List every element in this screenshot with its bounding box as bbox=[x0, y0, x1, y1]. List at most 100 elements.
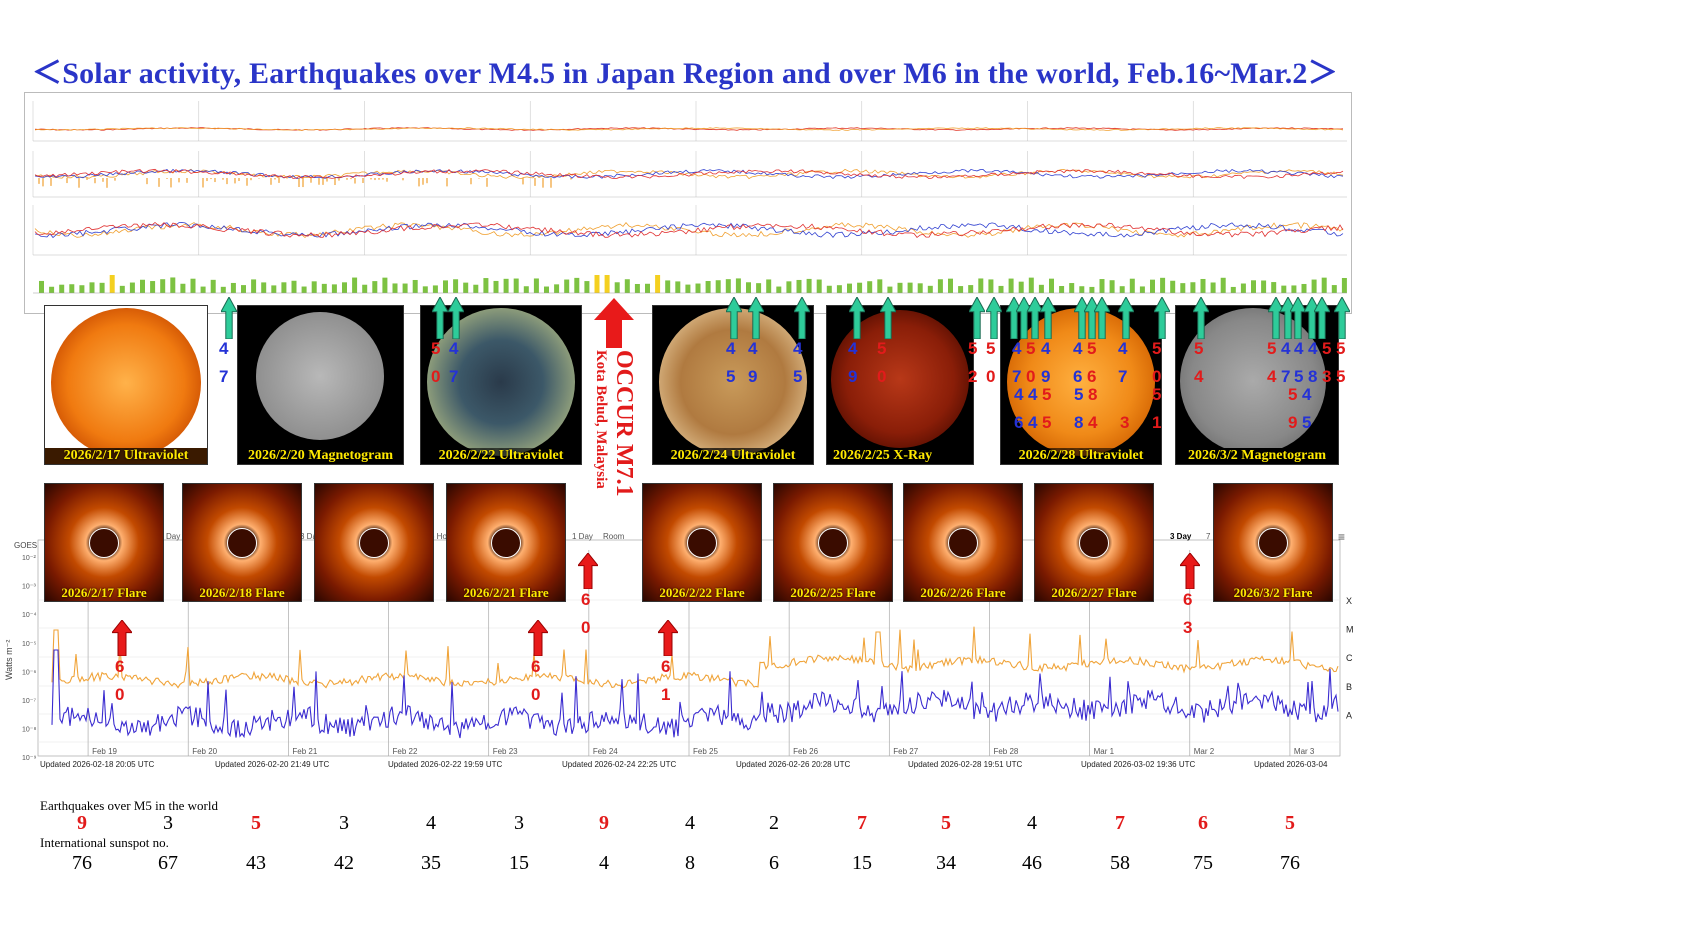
kp-bar bbox=[1240, 283, 1246, 293]
japan-quake-mag-int: 5 bbox=[1336, 339, 1346, 358]
up-arrow-icon bbox=[1193, 297, 1209, 339]
xray-x-tick: Feb 21 bbox=[292, 747, 317, 756]
flare-image: 2026/3/2 Flare bbox=[1213, 483, 1333, 602]
kp-bar bbox=[1018, 281, 1024, 293]
kp-bar bbox=[1261, 280, 1267, 293]
world-quake-count: 2 bbox=[769, 812, 779, 834]
japan-quake-mag-dec: 0 bbox=[431, 367, 441, 386]
japan-quake-mag-int: 5 bbox=[1267, 339, 1277, 358]
kp-bar bbox=[453, 279, 459, 293]
kp-bar bbox=[1301, 283, 1307, 293]
flare-caption: 2026/2/18 Flare bbox=[199, 585, 285, 600]
kp-bar bbox=[463, 282, 469, 293]
kp-bar bbox=[1251, 280, 1256, 293]
kp-bar bbox=[645, 283, 650, 293]
xray-x-tick: Mar 2 bbox=[1194, 747, 1215, 756]
xray-x-tick: Mar 3 bbox=[1294, 747, 1315, 756]
menu-icon[interactable]: ≡ bbox=[1338, 530, 1345, 544]
japan-quake-extra-digit: 9 bbox=[1288, 413, 1298, 432]
plot-series-line bbox=[34, 221, 1344, 238]
occulter-ring bbox=[948, 528, 978, 558]
kp-bar bbox=[49, 286, 55, 293]
kp-bar bbox=[1089, 286, 1095, 293]
kp-bar bbox=[715, 280, 721, 293]
kp-bar bbox=[695, 283, 701, 293]
kp-bar bbox=[877, 279, 883, 293]
kp-bar bbox=[321, 283, 327, 293]
sunspot-number: 76 bbox=[72, 852, 92, 874]
japan-quake-mag-dec: 5 bbox=[1294, 367, 1304, 386]
kp-bar bbox=[1200, 278, 1206, 293]
world-quake-mag-int: 6 bbox=[115, 657, 125, 676]
flare-image: 2026/2/22 Flare bbox=[642, 483, 762, 602]
kp-bar bbox=[1210, 282, 1216, 293]
kp-bar bbox=[402, 283, 408, 293]
update-timestamp: Updated 2026-02-28 19:51 UTC bbox=[908, 760, 1023, 769]
xray-class-label: X bbox=[1346, 596, 1352, 606]
kp-bar bbox=[271, 285, 277, 293]
solar-image-caption: 2026/2/25 X-Ray bbox=[827, 448, 973, 464]
kp-bar bbox=[39, 280, 44, 293]
occulter-ring bbox=[359, 528, 389, 558]
japan-quake-extra-digit: 8 bbox=[1074, 413, 1084, 432]
world-quake-count: 3 bbox=[163, 812, 173, 834]
japan-quake-mag-int: 4 bbox=[1073, 339, 1083, 358]
japan-quake-mag-int: 5 bbox=[1194, 339, 1204, 358]
chart-range-tab[interactable]: 3 Day bbox=[1170, 532, 1192, 541]
japan-quake-mag-int: 4 bbox=[1118, 339, 1128, 358]
update-timestamp: Updated 2026-03-02 19:36 UTC bbox=[1081, 760, 1196, 769]
kp-bar bbox=[230, 282, 236, 293]
up-arrow-icon bbox=[849, 297, 865, 339]
kp-bar bbox=[311, 281, 317, 293]
sunspot-number: 76 bbox=[1280, 852, 1300, 874]
xray-y-tick: 10⁻⁴ bbox=[22, 612, 37, 619]
japan-quake-extra-digit: 3 bbox=[1120, 413, 1130, 432]
japan-quake-mag-dec: 6 bbox=[1073, 367, 1083, 386]
chart-range-tab[interactable]: 3 Day bbox=[300, 532, 321, 541]
kp-bar bbox=[281, 282, 287, 293]
kp-bar bbox=[220, 286, 226, 293]
world-quake-mag-dec: 3 bbox=[1183, 618, 1193, 637]
kp-bar bbox=[342, 282, 347, 293]
kp-bar bbox=[776, 286, 782, 293]
update-timestamp: Updated 2026-02-24 22:25 UTC bbox=[562, 760, 677, 769]
plot-series-line bbox=[34, 127, 1344, 131]
japan-quake-mag-dec: 5 bbox=[793, 367, 803, 386]
chart-range-tab[interactable]: 1 Day bbox=[572, 532, 593, 541]
kp-bar bbox=[412, 279, 418, 293]
japan-quake-mag-int: 4 bbox=[1012, 339, 1022, 358]
kp-bar bbox=[89, 282, 95, 293]
japan-quake-mag-dec: 9 bbox=[748, 367, 758, 386]
flare-caption: 2026/2/22 Flare bbox=[659, 585, 745, 600]
xray-x-tick: Feb 27 bbox=[893, 747, 918, 756]
chart-range-tab[interactable]: Day bbox=[166, 532, 180, 541]
flare-image: 2026/2/21 Flare bbox=[446, 483, 566, 602]
chart-range-tab[interactable]: 6 Hour bbox=[430, 532, 454, 541]
xray-y-tick: 10⁻⁸ bbox=[22, 727, 36, 734]
xray-x-tick: Feb 19 bbox=[92, 747, 117, 756]
kp-bar bbox=[533, 278, 539, 293]
world-quake-count: 7 bbox=[857, 812, 867, 834]
up-arrow-icon bbox=[726, 297, 742, 339]
sunspot-number: 35 bbox=[421, 852, 441, 874]
flare-caption: 2026/2/26 Flare bbox=[920, 585, 1006, 600]
world-quake-mag-dec: 0 bbox=[531, 685, 541, 704]
kp-bar bbox=[1160, 277, 1166, 293]
kp-bar bbox=[948, 278, 953, 293]
page-title: ＜Solar activity, Earthquakes over M4.5 i… bbox=[32, 57, 1338, 90]
world-quake-count: 3 bbox=[514, 812, 524, 834]
occulter-ring bbox=[227, 528, 257, 558]
kp-bar bbox=[1281, 285, 1287, 293]
flare-image: 2026/2/17 Flare bbox=[44, 483, 164, 602]
kp-bar bbox=[1049, 278, 1054, 293]
kp-bar bbox=[705, 281, 711, 293]
kp-bar bbox=[432, 285, 438, 293]
kp-bar bbox=[301, 286, 307, 293]
chart-range-tab[interactable]: Room bbox=[603, 532, 625, 541]
kp-bar bbox=[59, 284, 65, 293]
japan-quake-mag-int: 4 bbox=[449, 339, 459, 358]
up-arrow-icon bbox=[448, 297, 464, 339]
japan-quake-mag-dec: 7 bbox=[1012, 367, 1022, 386]
xray-x-tick: Feb 23 bbox=[493, 747, 518, 756]
world-quakes-label: Earthquakes over M5 in the world bbox=[40, 798, 218, 813]
